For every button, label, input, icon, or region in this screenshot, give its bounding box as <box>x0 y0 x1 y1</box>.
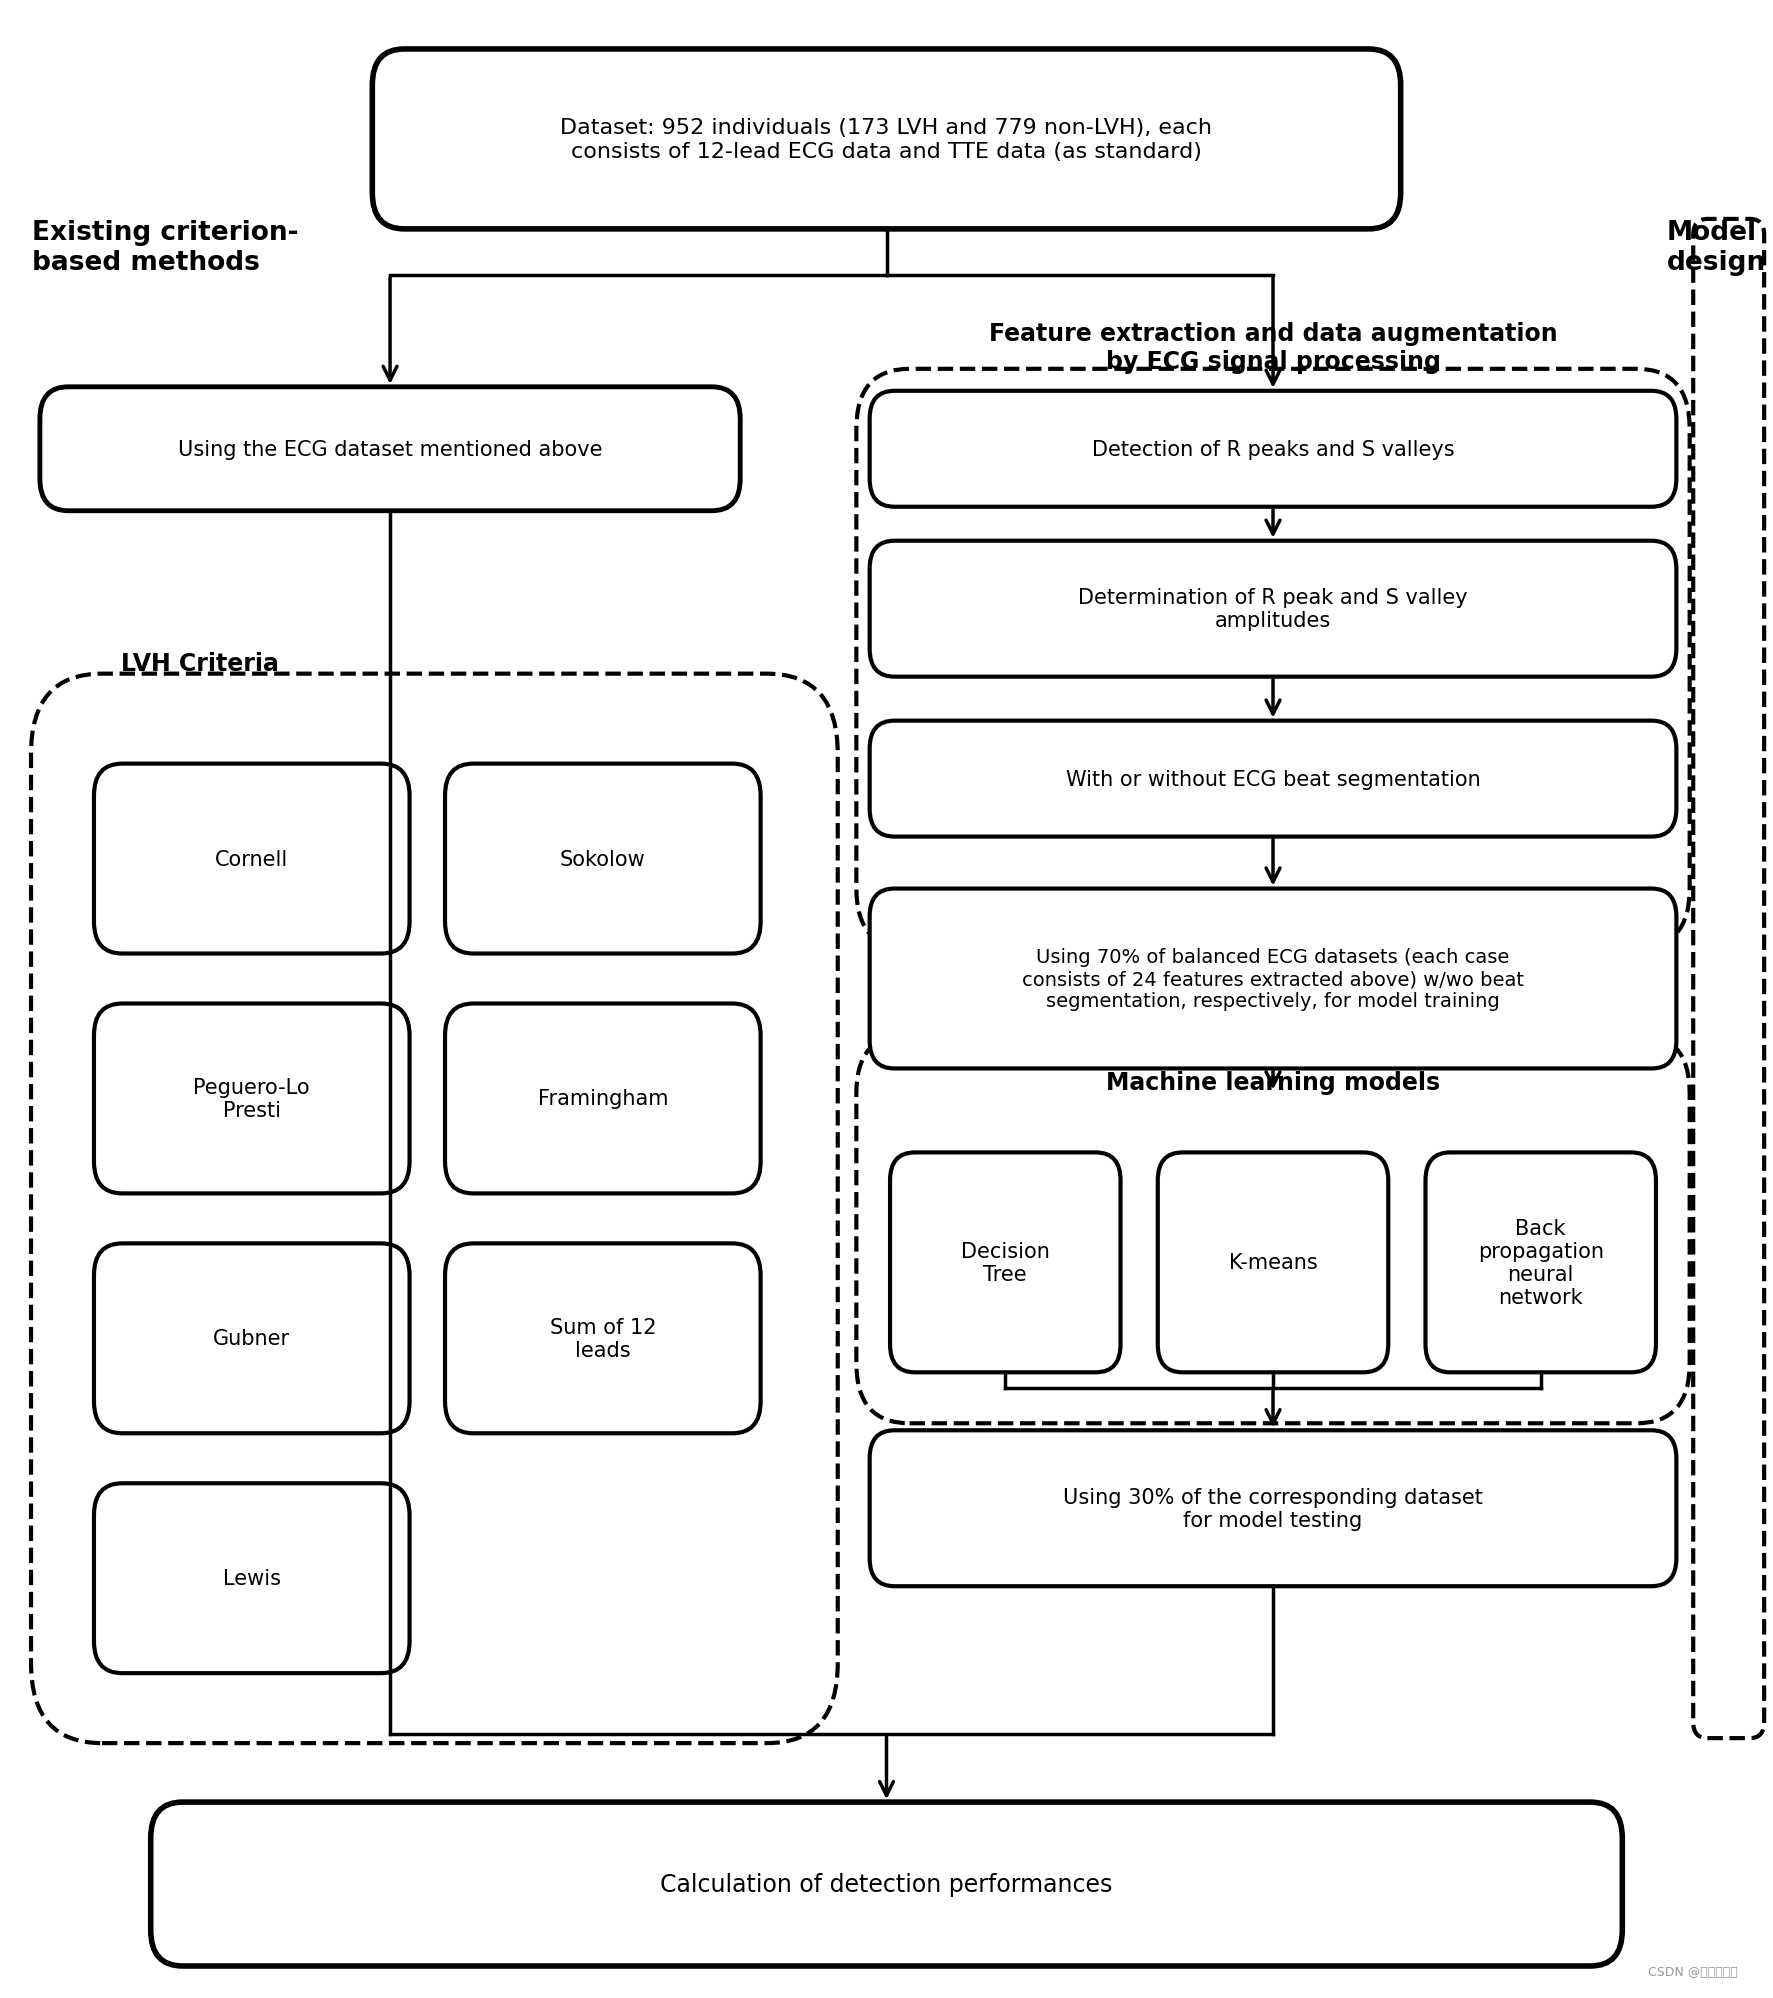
Text: Using 30% of the corresponding dataset
for model testing: Using 30% of the corresponding dataset f… <box>1064 1487 1482 1530</box>
FancyBboxPatch shape <box>869 889 1677 1069</box>
Text: Detection of R peaks and S valleys: Detection of R peaks and S valleys <box>1092 440 1454 460</box>
FancyBboxPatch shape <box>151 1802 1622 1966</box>
FancyBboxPatch shape <box>39 388 741 511</box>
Text: Using 70% of balanced ECG datasets (each case
consists of 24 features extracted : Using 70% of balanced ECG datasets (each… <box>1021 947 1525 1011</box>
FancyBboxPatch shape <box>869 541 1677 677</box>
Text: Gubner: Gubner <box>213 1329 291 1349</box>
Text: K-means: K-means <box>1229 1253 1317 1273</box>
Text: CSDN @努力の小鱼: CSDN @努力の小鱼 <box>1647 1964 1738 1978</box>
Text: Determination of R peak and S valley
amplitudes: Determination of R peak and S valley amp… <box>1078 587 1468 631</box>
FancyBboxPatch shape <box>94 1003 410 1193</box>
Text: Feature extraction and data augmentation
by ECG signal processing: Feature extraction and data augmentation… <box>989 322 1557 374</box>
FancyBboxPatch shape <box>869 392 1677 507</box>
FancyBboxPatch shape <box>445 1243 761 1435</box>
FancyBboxPatch shape <box>445 1003 761 1193</box>
Text: With or without ECG beat segmentation: With or without ECG beat segmentation <box>1066 769 1480 789</box>
Text: Back
propagation
neural
network: Back propagation neural network <box>1477 1219 1605 1307</box>
Text: Lewis: Lewis <box>223 1568 280 1588</box>
Text: Model
design: Model design <box>1667 220 1766 276</box>
Text: Dataset: 952 individuals (173 LVH and 779 non-LVH), each
consists of 12-lead ECG: Dataset: 952 individuals (173 LVH and 77… <box>560 118 1213 162</box>
Text: Using the ECG dataset mentioned above: Using the ECG dataset mentioned above <box>177 440 603 460</box>
FancyBboxPatch shape <box>1425 1153 1656 1373</box>
FancyBboxPatch shape <box>890 1153 1121 1373</box>
FancyBboxPatch shape <box>94 765 410 955</box>
Text: Cornell: Cornell <box>215 849 289 869</box>
FancyBboxPatch shape <box>445 765 761 955</box>
Text: Framingham: Framingham <box>537 1089 668 1109</box>
FancyBboxPatch shape <box>94 1243 410 1435</box>
Text: Calculation of detection performances: Calculation of detection performances <box>660 1872 1113 1896</box>
FancyBboxPatch shape <box>869 1431 1677 1586</box>
FancyBboxPatch shape <box>94 1483 410 1674</box>
Text: Existing criterion-
based methods: Existing criterion- based methods <box>32 220 298 276</box>
Text: Peguero-Lo
Presti: Peguero-Lo Presti <box>193 1077 310 1121</box>
Text: Decision
Tree: Decision Tree <box>961 1241 1050 1285</box>
FancyBboxPatch shape <box>372 50 1401 230</box>
Text: LVH Criteria: LVH Criteria <box>121 651 278 675</box>
Text: Machine learning models: Machine learning models <box>1106 1071 1440 1095</box>
FancyBboxPatch shape <box>1158 1153 1388 1373</box>
FancyBboxPatch shape <box>869 721 1677 837</box>
Text: Sum of 12
leads: Sum of 12 leads <box>550 1317 656 1361</box>
Text: Sokolow: Sokolow <box>560 849 645 869</box>
